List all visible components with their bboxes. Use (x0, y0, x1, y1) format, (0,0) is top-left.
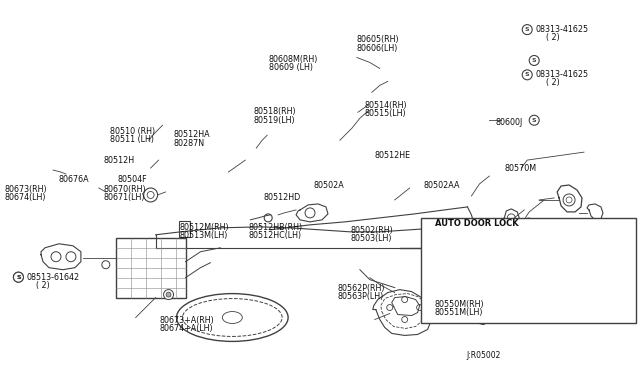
Text: 80550M(RH): 80550M(RH) (435, 300, 484, 309)
Text: 80511 (LH): 80511 (LH) (109, 135, 154, 144)
Text: S: S (16, 275, 20, 280)
Text: 80674+A(LH): 80674+A(LH) (159, 324, 213, 333)
Text: 80510 (RH): 80510 (RH) (109, 126, 155, 136)
Circle shape (529, 55, 539, 65)
Text: S: S (532, 118, 536, 123)
Ellipse shape (222, 311, 243, 324)
Circle shape (402, 296, 408, 302)
Circle shape (522, 70, 532, 80)
Circle shape (13, 272, 24, 282)
Text: 80287N: 80287N (173, 138, 204, 148)
Text: 80503(LH): 80503(LH) (351, 234, 392, 243)
Text: 80512HB(RH): 80512HB(RH) (248, 223, 303, 232)
Text: 80673+A(RH): 80673+A(RH) (159, 316, 214, 325)
Circle shape (66, 252, 76, 262)
Text: 80512M(RH): 80512M(RH) (180, 223, 229, 232)
Circle shape (164, 290, 173, 299)
Circle shape (102, 261, 110, 269)
Text: 80671(LH): 80671(LH) (103, 193, 145, 202)
Text: J:R05002: J:R05002 (467, 351, 501, 360)
Bar (179, 221, 191, 237)
Text: 80514(RH): 80514(RH) (365, 101, 407, 110)
Text: 80519(LH): 80519(LH) (253, 116, 294, 125)
Text: 80512HE: 80512HE (374, 151, 410, 160)
Text: 80605(RH): 80605(RH) (357, 35, 399, 44)
Circle shape (566, 197, 572, 203)
Text: ( 2): ( 2) (547, 78, 560, 87)
Text: 80563P(LH): 80563P(LH) (338, 292, 384, 301)
Bar (420, 218, 636, 323)
Circle shape (166, 292, 171, 297)
Text: S: S (532, 58, 536, 63)
Circle shape (563, 194, 575, 206)
Text: 80512HA: 80512HA (173, 130, 210, 140)
Text: 80673(RH): 80673(RH) (4, 185, 47, 194)
Circle shape (442, 253, 452, 263)
Text: 80562P(RH): 80562P(RH) (338, 284, 385, 293)
Text: 80502AA: 80502AA (423, 181, 460, 190)
Circle shape (13, 272, 24, 282)
Text: 80676A: 80676A (59, 175, 89, 184)
Ellipse shape (182, 299, 282, 336)
Text: 80502A: 80502A (314, 181, 344, 190)
Text: ( 2): ( 2) (36, 281, 50, 290)
Circle shape (305, 208, 315, 218)
Text: S: S (525, 27, 529, 32)
Text: S: S (16, 275, 20, 280)
Text: 80518(RH): 80518(RH) (253, 108, 296, 116)
Circle shape (508, 214, 515, 222)
Circle shape (475, 309, 482, 316)
Text: 80551M(LH): 80551M(LH) (435, 308, 483, 317)
Text: 80515(LH): 80515(LH) (365, 109, 406, 118)
Circle shape (529, 115, 539, 125)
Text: ( 2): ( 2) (547, 33, 560, 42)
Text: AUTO DOOR LOCK: AUTO DOOR LOCK (435, 219, 518, 228)
Circle shape (472, 305, 485, 320)
Circle shape (143, 188, 157, 202)
Circle shape (438, 248, 458, 268)
Circle shape (417, 305, 422, 311)
Ellipse shape (177, 294, 288, 341)
Text: 80513M(LH): 80513M(LH) (180, 231, 228, 240)
Text: 80512HC(LH): 80512HC(LH) (248, 231, 301, 240)
Text: S: S (525, 72, 529, 77)
Text: 80606(LH): 80606(LH) (357, 44, 398, 52)
Text: 80608M(RH): 80608M(RH) (269, 55, 318, 64)
Text: 80570M: 80570M (505, 164, 537, 173)
Text: 08513-61642: 08513-61642 (27, 273, 80, 282)
Text: 08313-41625: 08313-41625 (536, 70, 589, 79)
Circle shape (264, 214, 272, 222)
Text: 80674(LH): 80674(LH) (4, 193, 46, 202)
Circle shape (147, 192, 154, 198)
Circle shape (387, 305, 393, 311)
Circle shape (51, 252, 61, 262)
Bar (116, 238, 186, 298)
Text: 08313-41625: 08313-41625 (536, 25, 589, 34)
Text: 80670(RH): 80670(RH) (103, 185, 146, 194)
Text: 80512HD: 80512HD (264, 193, 301, 202)
Text: 80512H: 80512H (103, 155, 134, 164)
Text: 80609 (LH): 80609 (LH) (269, 63, 313, 72)
Circle shape (522, 25, 532, 35)
Circle shape (402, 317, 408, 323)
Text: 80600J: 80600J (495, 118, 523, 127)
Text: 80504F: 80504F (118, 175, 147, 184)
Text: 80502(RH): 80502(RH) (351, 226, 394, 235)
